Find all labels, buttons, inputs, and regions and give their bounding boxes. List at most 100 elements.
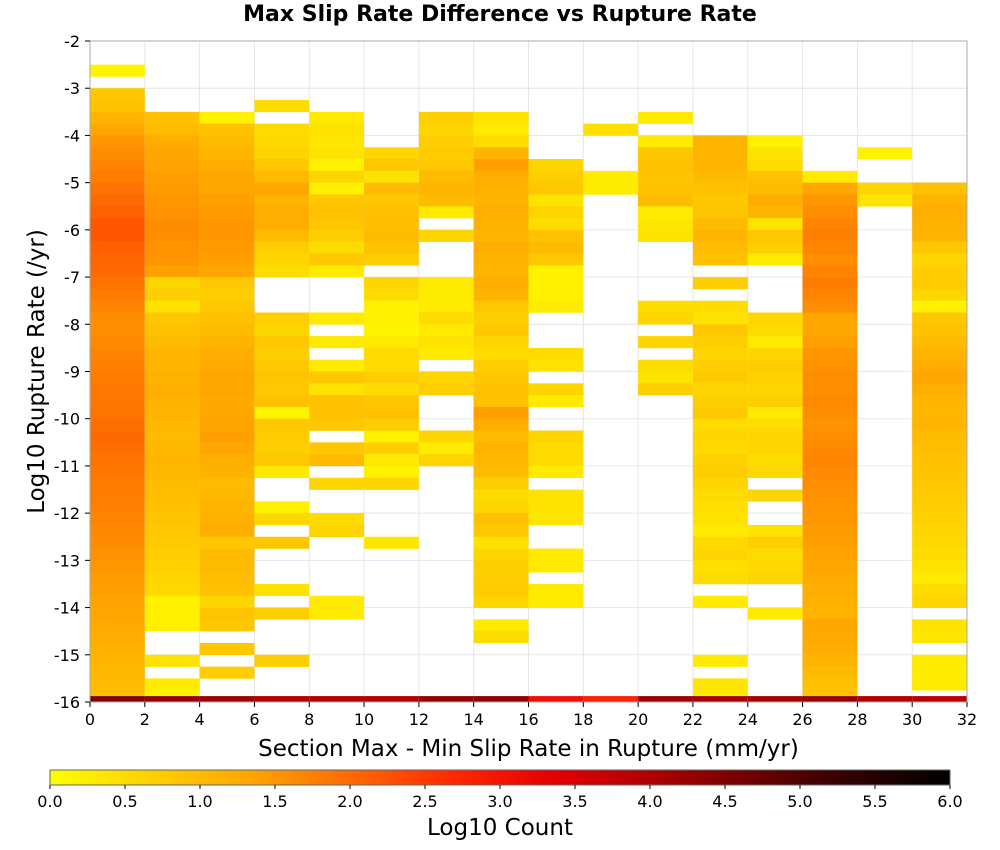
- heatmap-cell: [912, 406, 967, 420]
- heatmap-cell: [144, 241, 200, 254]
- chart-title: Max Slip Rate Difference vs Rupture Rate: [243, 2, 757, 27]
- heatmap-cell: [144, 265, 200, 278]
- heatmap-cell: [473, 194, 529, 207]
- heatmap-cell: [90, 696, 145, 703]
- heatmap-cell: [199, 642, 255, 656]
- heatmap-cell: [364, 347, 419, 360]
- heatmap-cell: [144, 312, 200, 325]
- heatmap-cell: [199, 548, 255, 561]
- heatmap-cell: [692, 336, 748, 349]
- heatmap-cell: [418, 111, 474, 124]
- heatmap-cell: [747, 218, 803, 231]
- heatmap-cell: [747, 572, 803, 585]
- heatmap-cell: [692, 572, 748, 585]
- heatmap-cell: [90, 170, 145, 183]
- heatmap-cell: [692, 229, 748, 242]
- heatmap-cell: [473, 696, 529, 703]
- colorbar-tick-label: 3.0: [487, 792, 512, 811]
- heatmap-cell: [638, 300, 693, 313]
- heatmap-cell: [90, 229, 145, 242]
- heatmap-cell: [90, 359, 145, 372]
- heatmap-cell: [90, 454, 145, 467]
- heatmap-cell: [747, 159, 803, 172]
- heatmap-cell: [418, 430, 474, 443]
- heatmap-cell: [473, 536, 529, 549]
- heatmap-cell: [199, 218, 255, 231]
- colorbar: [49, 769, 951, 786]
- heatmap-cell: [692, 430, 748, 443]
- heatmap-cell: [199, 442, 255, 455]
- heatmap-cell: [90, 631, 145, 644]
- heatmap-cell: [912, 324, 967, 337]
- heatmap-cell: [90, 182, 145, 195]
- heatmap-cell: [802, 524, 858, 538]
- heatmap-cell: [528, 513, 584, 526]
- heatmap-cell: [364, 536, 419, 549]
- heatmap-cell: [254, 418, 310, 431]
- heatmap-cell: [692, 454, 748, 467]
- heatmap-cell: [912, 548, 967, 561]
- heatmap-cell: [802, 501, 858, 514]
- heatmap-cell: [528, 347, 584, 360]
- heatmap-cell: [473, 111, 529, 124]
- heatmap-cell: [473, 548, 529, 561]
- heatmap-cell: [144, 288, 200, 301]
- heatmap-cell: [418, 159, 474, 172]
- heatmap-cell: [473, 489, 529, 502]
- heatmap-cell: [309, 513, 365, 526]
- heatmap-cell: [473, 218, 529, 231]
- heatmap-cell: [90, 642, 145, 656]
- heatmap-cell: [802, 572, 858, 585]
- colorbar-tick-label: 0.5: [112, 792, 137, 811]
- heatmap-cell: [473, 312, 529, 325]
- colorbar-tick-label: 4.0: [637, 792, 662, 811]
- heatmap-cell: [364, 253, 419, 266]
- heatmap-cell: [802, 666, 858, 679]
- heatmap-cell: [802, 696, 858, 703]
- heatmap-cell: [418, 123, 474, 136]
- heatmap-cell: [473, 159, 529, 172]
- heatmap-cell: [638, 147, 693, 160]
- x-tick-label: 26: [792, 710, 812, 729]
- heatmap-cell: [692, 696, 748, 703]
- heatmap-cell: [418, 300, 474, 313]
- heatmap-cell: [144, 454, 200, 467]
- heatmap-cell: [747, 548, 803, 561]
- heatmap-cell: [90, 300, 145, 313]
- heatmap-cell: [254, 696, 310, 703]
- heatmap-cell: [364, 312, 419, 325]
- heatmap-cell: [309, 241, 365, 254]
- heatmap-cell: [254, 454, 310, 467]
- colorbar-tick-label: 0.0: [37, 792, 62, 811]
- heatmap-cell: [309, 123, 365, 136]
- heatmap-cell: [199, 336, 255, 349]
- heatmap-cell: [802, 324, 858, 337]
- heatmap-cell: [144, 218, 200, 231]
- heatmap-cell: [473, 336, 529, 349]
- heatmap-cell: [309, 524, 365, 538]
- y-tick-label: -13: [54, 551, 80, 570]
- heatmap-cell: [144, 123, 200, 136]
- heatmap-cell: [692, 241, 748, 254]
- heatmap-cell: [473, 418, 529, 431]
- x-tick-label: 30: [902, 710, 922, 729]
- heatmap-cell: [528, 454, 584, 467]
- heatmap-cell: [747, 336, 803, 349]
- heatmap-cell: [528, 560, 584, 573]
- x-tick-label: 10: [354, 710, 374, 729]
- heatmap-cell: [747, 324, 803, 337]
- heatmap-cell: [144, 595, 200, 608]
- heatmap-cell: [144, 359, 200, 372]
- heatmap-cell: [692, 595, 748, 608]
- heatmap-cell: [199, 324, 255, 337]
- heatmap-cell: [199, 159, 255, 172]
- heatmap-cell: [309, 206, 365, 219]
- y-axis-ticks: -2 -3 -4 -5 -6 -7 -8 -9 -10 -11 -12 -13 -14 -15 -16: [54, 32, 90, 712]
- x-tick-label: 6: [249, 710, 259, 729]
- heatmap-cell: [144, 347, 200, 360]
- heatmap-cell: [418, 454, 474, 467]
- heatmap-cell: [528, 159, 584, 172]
- y-axis-title: Log10 Rupture Rate (/yr): [24, 229, 50, 514]
- heatmap-cell: [692, 135, 748, 148]
